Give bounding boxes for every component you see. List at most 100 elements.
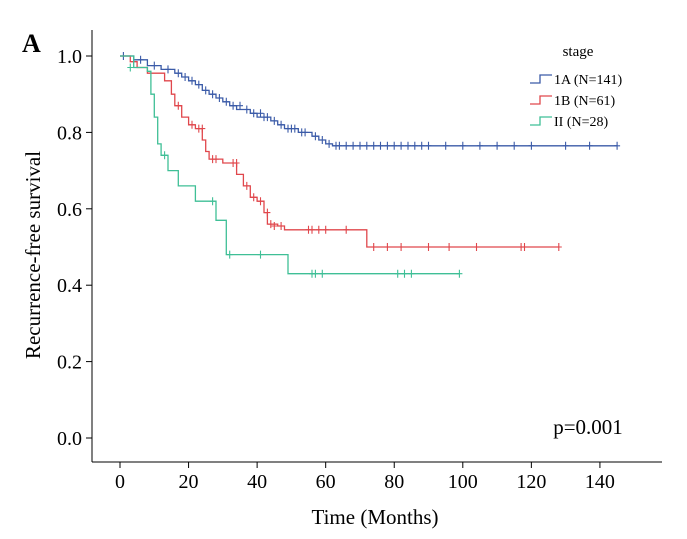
censor-mark — [243, 105, 250, 114]
censor-mark — [511, 141, 518, 150]
censor-mark — [343, 141, 350, 150]
legend: stage 1A (N=141) 1B (N=61) II (N=28) — [530, 44, 623, 130]
legend-swatch — [530, 74, 552, 84]
x-tick-label: 140 — [585, 471, 615, 493]
censor-mark — [223, 97, 230, 106]
censor-mark — [459, 141, 466, 150]
censor-mark — [377, 141, 384, 150]
censor-mark — [271, 222, 278, 230]
x-tick-label: 100 — [448, 471, 478, 493]
x-axis-label: Time (Months) — [312, 505, 439, 529]
survival-line-series-2 — [120, 55, 559, 248]
x-tick-label: 60 — [316, 471, 336, 493]
censor-mark — [398, 243, 405, 251]
censor-mark — [456, 269, 463, 278]
x-tick-label: 80 — [384, 471, 404, 493]
censor-mark — [230, 101, 237, 110]
censor-mark — [405, 141, 411, 150]
legend-entry: 1A (N=141) — [554, 73, 623, 88]
x-tick-label: 0 — [115, 471, 125, 493]
survival-line-series-1 — [120, 55, 618, 147]
censor-mark — [209, 197, 216, 206]
censor-mark — [271, 116, 278, 125]
censor-mark — [257, 250, 264, 259]
censor-mark — [291, 124, 298, 133]
x-tick-label: 120 — [516, 471, 546, 493]
censor-mark — [319, 136, 326, 144]
censor-mark — [312, 132, 319, 141]
censor-mark — [257, 109, 264, 118]
censor-mark — [614, 141, 621, 150]
censor-mark — [370, 243, 377, 251]
censor-mark — [319, 269, 326, 278]
censor-mark — [226, 250, 233, 259]
censor-mark — [250, 109, 257, 118]
censor-mark — [278, 222, 285, 230]
censor-mark — [175, 101, 182, 110]
censor-mark — [394, 269, 401, 278]
legend-entry: 1B (N=61) — [554, 94, 616, 109]
censor-mark — [476, 141, 483, 150]
censor-mark — [302, 128, 309, 137]
censor-mark — [199, 124, 206, 133]
censor-mark — [562, 141, 569, 150]
censor-mark — [370, 141, 377, 150]
censor-mark — [213, 155, 219, 164]
y-tick-label: 1.0 — [57, 46, 82, 68]
censor-mark — [161, 151, 168, 160]
censor-mark — [473, 243, 480, 251]
censor-mark — [257, 197, 264, 206]
censor-mark — [250, 193, 257, 202]
censor-mark — [202, 86, 209, 95]
censor-mark — [243, 181, 250, 190]
censor-mark — [264, 113, 271, 122]
y-tick-label: 0.6 — [57, 199, 82, 221]
censor-mark — [278, 120, 285, 129]
censor-mark — [322, 225, 329, 234]
censor-mark — [175, 69, 182, 78]
legend-title: stage — [563, 44, 594, 60]
censor-mark — [312, 269, 319, 278]
censor-mark — [309, 225, 315, 234]
censor-mark — [233, 159, 240, 167]
censor-mark — [391, 141, 398, 150]
censor-mark — [209, 90, 216, 99]
p-value-annotation: p=0.001 — [553, 415, 623, 439]
censor-mark — [425, 243, 432, 251]
censor-mark — [151, 61, 158, 70]
censor-mark — [398, 141, 405, 150]
censor-mark — [343, 225, 350, 234]
censor-mark — [411, 141, 418, 150]
censor-mark — [189, 120, 195, 129]
censor-mark — [357, 141, 363, 150]
censor-mark — [315, 225, 322, 234]
y-tick-label: 0.8 — [57, 122, 82, 144]
legend-swatch — [530, 116, 552, 126]
censor-mark — [384, 141, 391, 150]
x-tick-label: 40 — [247, 471, 267, 493]
censor-mark — [165, 65, 171, 74]
censor-mark — [384, 243, 391, 251]
legend-swatch — [530, 95, 552, 105]
censor-mark — [189, 76, 195, 85]
y-tick-label: 0.0 — [57, 428, 82, 450]
x-tick-label: 20 — [179, 471, 199, 493]
censor-mark — [586, 141, 593, 150]
censor-mark — [446, 243, 453, 251]
censor-mark — [494, 141, 501, 150]
censor-mark — [127, 63, 134, 72]
censor-mark — [418, 141, 425, 150]
censor-mark — [528, 141, 535, 150]
censor-mark — [442, 141, 449, 150]
axes: 0.0 0.2 0.4 0.6 0.8 1.0 0 20 40 60 80 100 120 140 — [57, 30, 662, 493]
censor-mark — [137, 55, 144, 64]
censor-mark — [521, 243, 528, 251]
censor-mark — [195, 80, 202, 89]
censor-mark — [350, 141, 357, 150]
censor-mark — [326, 139, 333, 148]
censor-mark — [363, 141, 370, 150]
legend-entry: II (N=28) — [554, 115, 608, 130]
censor-mark — [401, 269, 408, 278]
censor-mark — [555, 243, 562, 251]
